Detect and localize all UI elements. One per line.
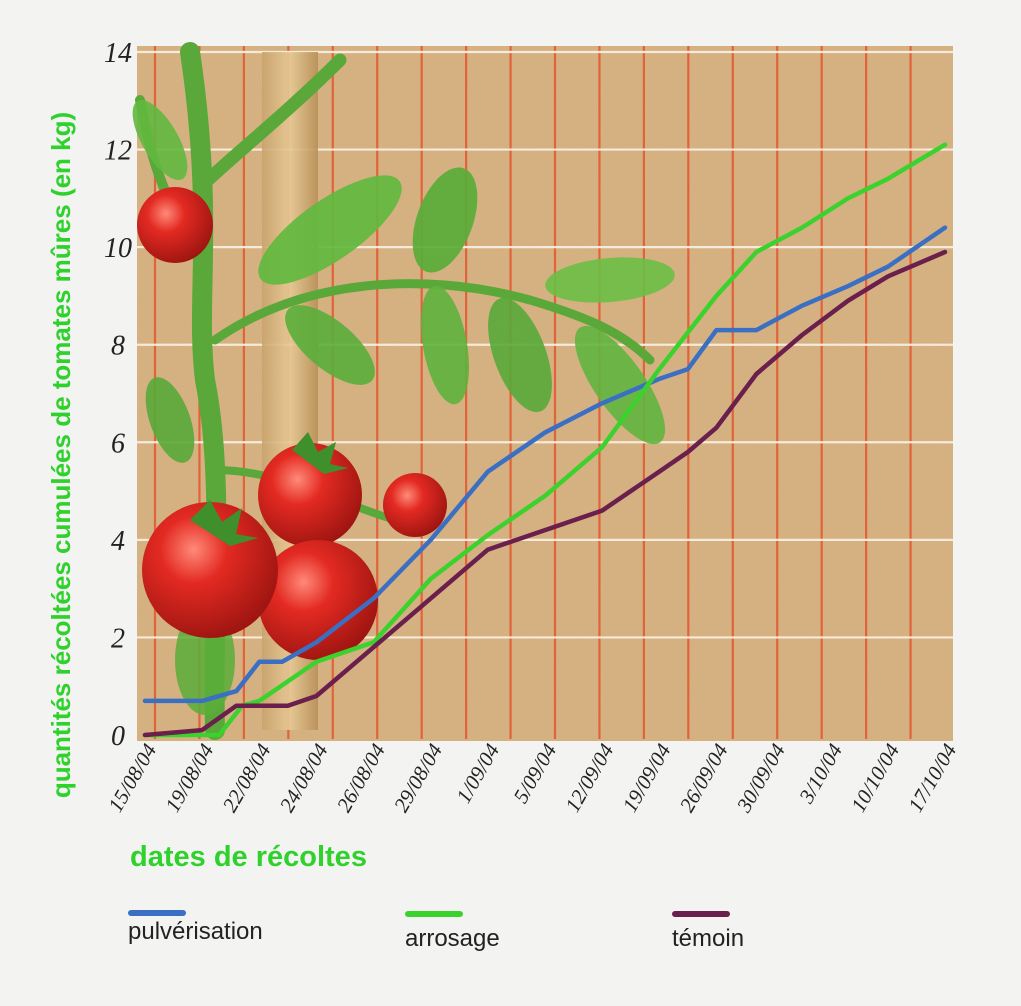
y-tick-label: 12 [104,136,132,167]
y-axis-title: quantités récoltées cumulées de tomates … [46,112,76,798]
x-tick-label: 26/09/04 [675,739,733,816]
x-tick-label: 19/09/04 [617,739,675,816]
leaf [488,297,552,413]
leaf [574,325,666,445]
tomato-calyx [190,500,258,546]
y-tick-label: 14 [104,38,132,69]
x-tick-label: 24/08/04 [275,739,333,816]
x-tick-label: 19/08/04 [160,739,218,816]
x-tick-label: 1/09/04 [451,739,504,807]
x-tick-label: 5/09/04 [508,739,561,807]
x-tick-label: 30/09/04 [731,739,790,817]
y-tick-labels: 0 2 4 6 8 10 12 14 [104,38,132,752]
x-tick-label: 17/10/04 [903,739,961,816]
legend-swatch [128,910,186,916]
x-tick-label: 10/10/04 [846,739,904,816]
x-tick-label: 12/09/04 [560,739,618,816]
tomato [383,473,447,537]
series-line-pulvérisation [142,225,948,704]
leaf [412,167,478,273]
x-axis-title: dates de récoltes [130,841,367,873]
legend-label: pulvérisation [128,918,263,945]
leaf [258,175,402,285]
leaf [145,377,195,463]
y-tick-label: 10 [104,233,132,264]
x-tick-label: 22/08/04 [217,739,275,816]
leaf [545,257,675,303]
y-tick-label: 2 [111,623,125,654]
y-tick-label: 4 [111,526,125,557]
plant-branch [210,279,655,365]
tomato-plant-illustration [132,42,675,740]
tomato [137,187,213,263]
tomato [258,540,378,660]
x-tick-labels: 15/08/04 19/08/04 22/08/04 24/08/04 26/08/04… [103,739,961,817]
leaf [132,100,188,180]
x-tick-label: 3/10/04 [794,739,848,808]
legend-label: arrosage [405,925,500,952]
leaf [285,305,375,385]
series-lines [142,142,948,738]
y-tick-label: 6 [111,428,125,459]
leaf [420,285,470,405]
legend-label: témoin [672,925,745,952]
legend-swatch [672,911,730,917]
x-tick-label: 29/08/04 [389,739,447,816]
plant-branch [201,53,347,187]
y-tick-label: 8 [111,331,125,362]
series-line-témoin [142,249,948,738]
tomato-calyx [292,432,348,474]
y-tick-label: 0 [111,721,125,752]
legend-swatch [405,911,463,917]
x-tick-label: 26/08/04 [332,739,390,816]
